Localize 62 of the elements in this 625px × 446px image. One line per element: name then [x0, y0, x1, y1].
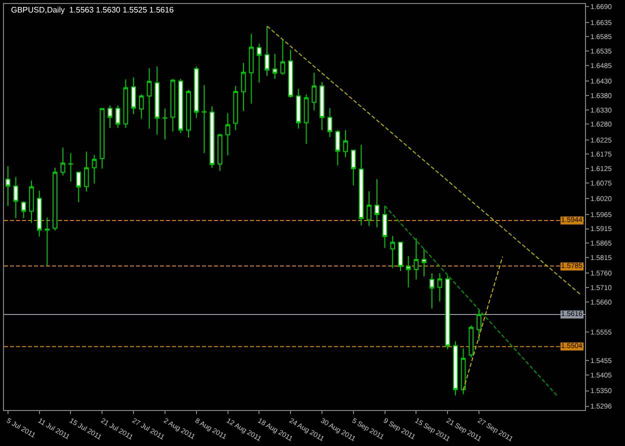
candlestick [225, 112, 230, 156]
chart-title: GBPUSD,Daily 1.5563 1.5630 1.5525 1.5616 [10, 5, 174, 14]
candlestick [76, 172, 82, 203]
candlestick [476, 310, 482, 342]
candlestick [233, 86, 238, 131]
candlestick [453, 340, 458, 396]
candlestick [460, 348, 466, 395]
candlestick [131, 76, 136, 115]
candlestick [256, 43, 262, 84]
candlestick [29, 180, 34, 224]
candlestick [272, 53, 278, 80]
candlestick [429, 272, 434, 309]
candlestick [390, 235, 396, 269]
candlestick [68, 152, 74, 182]
candlestick [154, 66, 160, 136]
candlestick [288, 49, 293, 98]
candlestick [44, 216, 50, 266]
candlestick [186, 89, 191, 138]
candlestick [296, 88, 301, 129]
candlestick [210, 106, 214, 168]
candlestick [445, 275, 450, 350]
candlestick [468, 324, 474, 358]
candlestick [320, 81, 324, 131]
candlestick [327, 108, 332, 138]
candlestick [366, 190, 372, 226]
candlestick [194, 66, 199, 118]
candlestick [6, 166, 10, 206]
candlestick [170, 78, 176, 132]
candlestick [414, 238, 419, 280]
candlestick [100, 108, 105, 170]
candlestick [13, 176, 18, 219]
candlestick [60, 147, 66, 176]
candlestick [280, 39, 286, 76]
candlestick [36, 190, 42, 238]
candlestick [264, 26, 270, 76]
candlestick [335, 130, 340, 166]
candlestick [146, 68, 152, 130]
candlestick [202, 84, 207, 154]
candlestick [382, 205, 388, 248]
candlestick [343, 130, 348, 158]
candlestick [358, 144, 364, 226]
candlestick [304, 94, 309, 144]
candlestick [374, 178, 380, 228]
candlestick [84, 151, 89, 192]
candlestick [350, 150, 356, 186]
candlestick [52, 167, 58, 232]
candlestick [217, 134, 222, 172]
candlestick [178, 78, 184, 134]
candlestick [21, 200, 26, 219]
candlestick [248, 33, 254, 104]
candlestick [162, 108, 168, 140]
candlestick [123, 78, 128, 128]
candlestick [115, 105, 120, 128]
candlestick [422, 248, 426, 277]
candlestick [108, 105, 112, 128]
candlestick [312, 72, 317, 111]
candlestick [398, 242, 403, 272]
candlestick [92, 154, 97, 184]
candlestick [241, 62, 246, 112]
candlestick [138, 94, 144, 120]
candlestick [406, 256, 411, 288]
candlestick [437, 272, 442, 302]
